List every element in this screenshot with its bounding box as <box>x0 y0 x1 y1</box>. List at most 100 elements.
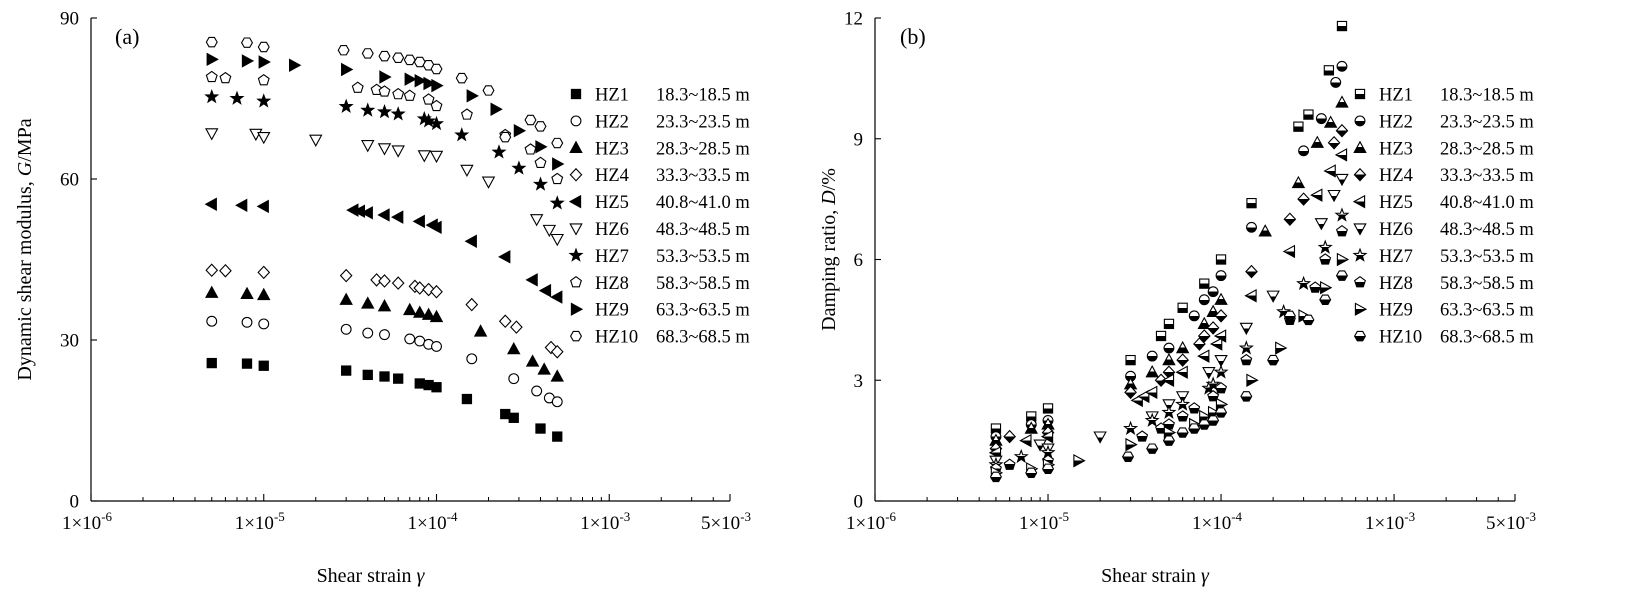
data-point <box>1154 373 1168 388</box>
data-point <box>1310 135 1325 148</box>
legend-series-name: HZ7 <box>1379 247 1413 267</box>
data-point <box>464 234 477 248</box>
data-point <box>550 233 564 247</box>
chart-panel-b: 0 3 6 9 12 1×10-6 1×10-5 1×10-4 1×10-3 5×10-3 Shea… <box>818 9 1536 588</box>
data-point <box>481 176 496 189</box>
legend-series-name: HZ9 <box>1379 301 1413 321</box>
data-point <box>403 302 417 316</box>
data-point <box>258 55 271 69</box>
data-point <box>1198 419 1211 430</box>
data-point <box>241 358 253 369</box>
data-point <box>1025 467 1038 479</box>
legend-series-name: HZ2 <box>595 112 629 132</box>
data-point <box>370 83 383 95</box>
data-point <box>1124 385 1137 400</box>
data-point <box>391 210 404 224</box>
x-tick-label: 5×10-3 <box>701 509 751 534</box>
data-point <box>340 323 352 335</box>
data-point <box>1246 221 1257 233</box>
data-point <box>391 276 405 290</box>
data-point <box>1314 218 1329 231</box>
data-point <box>1323 164 1336 178</box>
data-point <box>989 471 1002 483</box>
legend-marker <box>1352 247 1368 262</box>
data-point <box>550 369 564 382</box>
legend-series-depth: 48.3~48.5 m <box>1440 220 1534 240</box>
data-point <box>1146 443 1159 454</box>
data-point <box>431 78 444 93</box>
panel-label: (b) <box>900 24 926 49</box>
data-point <box>1215 407 1228 418</box>
legend-series-depth: 63.3~63.5 m <box>1440 301 1534 321</box>
legend-series-name: HZ10 <box>1379 328 1422 348</box>
data-point <box>491 144 507 159</box>
data-point <box>257 265 271 280</box>
data-point <box>1207 286 1219 298</box>
data-point <box>289 58 302 72</box>
data-point <box>1162 435 1175 446</box>
data-point <box>534 156 547 168</box>
legend-marker <box>569 167 583 182</box>
data-point <box>1240 391 1253 402</box>
data-point <box>413 305 427 318</box>
data-point <box>534 121 547 132</box>
data-point <box>1323 115 1338 128</box>
series-hz8 <box>205 70 564 185</box>
legend: HZ1 18.3~18.5 m HZ2 23.3~23.5 m HZ3 28.3~28.5… <box>1352 86 1534 348</box>
data-point <box>204 197 217 211</box>
series-hz7 <box>204 88 565 210</box>
data-point <box>1240 353 1253 366</box>
data-point <box>339 292 353 305</box>
data-point <box>1202 367 1216 380</box>
data-point <box>205 70 218 83</box>
data-point <box>241 316 253 328</box>
legend-series-depth: 40.8~41.0 m <box>1440 193 1534 213</box>
x-tick-label: 1×10-6 <box>62 509 113 534</box>
data-point <box>390 106 406 121</box>
data-point <box>1175 340 1190 354</box>
data-point <box>1145 365 1159 378</box>
data-point <box>498 250 511 264</box>
data-point <box>422 93 435 105</box>
legend-marker <box>570 115 582 127</box>
data-point <box>466 89 479 103</box>
data-point <box>1282 244 1296 259</box>
data-point <box>240 37 254 48</box>
data-point <box>465 297 479 312</box>
data-point <box>351 81 364 93</box>
data-point <box>205 128 219 141</box>
data-point <box>362 369 373 381</box>
data-point <box>550 345 564 359</box>
data-point <box>1121 451 1135 462</box>
data-point <box>430 63 443 75</box>
data-point <box>1188 423 1201 434</box>
data-point <box>1266 290 1280 303</box>
data-point <box>551 396 563 408</box>
data-point <box>490 102 503 116</box>
data-point <box>1276 303 1292 319</box>
data-point <box>1298 145 1310 157</box>
data-point <box>429 220 442 235</box>
data-point <box>414 74 427 88</box>
legend-marker <box>568 247 584 262</box>
series-hz7 <box>988 207 1350 472</box>
data-point <box>1197 349 1210 363</box>
x-tick-label: 1×10-4 <box>1192 509 1243 534</box>
data-point <box>1199 278 1210 289</box>
legend-marker <box>570 88 582 100</box>
data-point <box>257 73 270 86</box>
data-point <box>455 72 468 84</box>
data-point <box>421 113 437 128</box>
data-point <box>204 88 220 104</box>
legend-series-depth: 23.3~23.5 m <box>656 112 750 132</box>
data-point <box>219 71 232 84</box>
data-point <box>377 299 392 312</box>
data-point <box>429 150 444 164</box>
data-point <box>1019 433 1032 448</box>
series-hz5 <box>988 148 1348 460</box>
data-point <box>1336 252 1350 267</box>
data-point <box>1283 212 1297 227</box>
legend-series-name: HZ4 <box>595 166 629 186</box>
data-point <box>417 150 432 163</box>
